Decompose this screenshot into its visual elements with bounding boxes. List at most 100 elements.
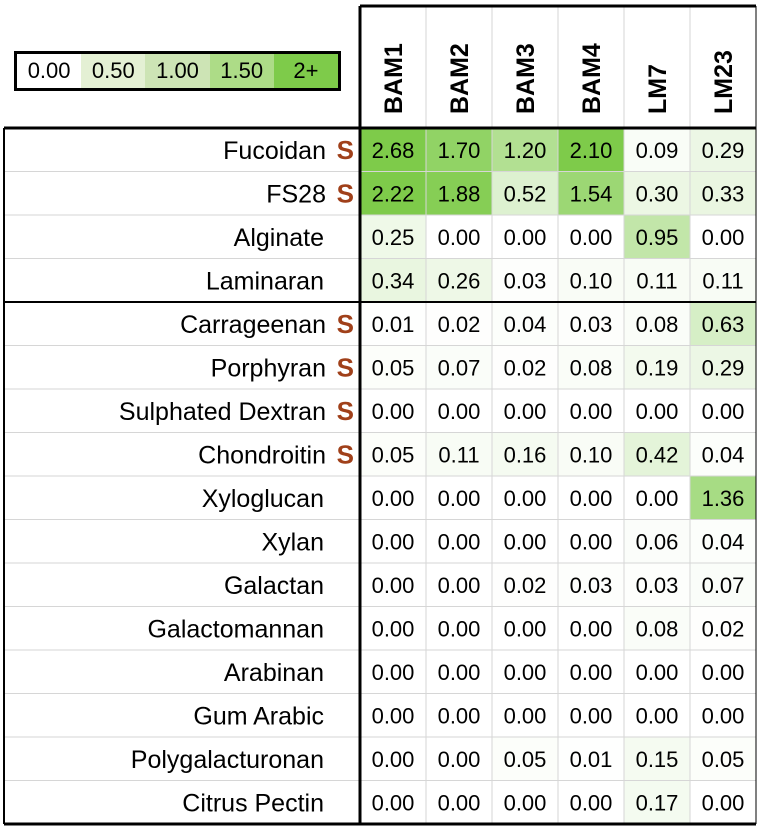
heatmap-cell (426, 215, 492, 259)
cell-value-label: 0.00 (570, 790, 613, 815)
row-label: Carrageenan (180, 311, 326, 339)
heatmap-cell (690, 563, 756, 607)
cell-value-label: 0.00 (570, 225, 613, 250)
heatmap-cell (426, 302, 492, 346)
heatmap-cell (624, 128, 690, 172)
column-header-label: LM23 (710, 50, 738, 114)
cell-value-label: 0.05 (504, 747, 547, 772)
heatmap-cell (426, 389, 492, 433)
heatmap-cell (558, 519, 624, 563)
heatmap-cell (690, 606, 756, 650)
heatmap-cell (426, 128, 492, 172)
heatmap-cell (492, 780, 558, 824)
cell-value-label: 0.08 (636, 616, 679, 641)
heatmap-cell (558, 215, 624, 259)
cell-value-label: 0.00 (372, 399, 415, 424)
heatmap-cell (690, 215, 756, 259)
heatmap-cell (492, 258, 558, 302)
heatmap-cell (690, 171, 756, 215)
cell-value-label: 0.00 (372, 703, 415, 728)
cell-value-label: 0.00 (702, 399, 745, 424)
heatmap-cell (426, 432, 492, 476)
cell-value-label: 0.11 (438, 442, 479, 467)
sulphate-marker: S (337, 352, 354, 382)
heatmap-cell (558, 302, 624, 346)
heatmap-cell (426, 606, 492, 650)
column-header-label: BAM1 (380, 43, 408, 114)
heatmap-cell (426, 737, 492, 781)
cell-value-label: 1.20 (504, 138, 547, 163)
cell-value-label: 2.68 (372, 138, 415, 163)
legend-swatch: 1.50 (209, 54, 274, 88)
heatmap-cell (360, 737, 426, 781)
heatmap-cell (492, 389, 558, 433)
heatmap-cell (690, 476, 756, 520)
cell-value-label: 0.16 (504, 442, 547, 467)
row-label: Alginate (234, 224, 324, 252)
cell-value-label: 0.00 (636, 660, 679, 685)
heatmap-cell (492, 519, 558, 563)
cell-value-label: 0.02 (504, 573, 547, 598)
cell-value-label: 1.36 (702, 486, 745, 511)
cell-value-label: 0.00 (438, 616, 481, 641)
heatmap-cell (426, 171, 492, 215)
cell-value-label: 0.00 (636, 399, 679, 424)
cell-value-label: 0.00 (702, 225, 745, 250)
heatmap-cell (360, 693, 426, 737)
heatmap-cell (690, 737, 756, 781)
column-header-label: BAM3 (512, 43, 540, 114)
cell-value-label: 0.00 (438, 747, 481, 772)
heatmap-cell (624, 171, 690, 215)
legend-swatch: 0.50 (81, 54, 146, 88)
row-label: Xylan (261, 528, 324, 556)
cell-value-label: 0.00 (702, 790, 745, 815)
heatmap-cell (426, 258, 492, 302)
heatmap-cell (624, 302, 690, 346)
sulphate-marker: S (337, 178, 354, 208)
cell-value-label: 0.00 (438, 660, 481, 685)
sulphate-marker: S (337, 135, 354, 165)
cell-value-label: 0.00 (570, 660, 613, 685)
heatmap-cell (690, 693, 756, 737)
heatmap-cell (558, 171, 624, 215)
heatmap-cell (360, 302, 426, 346)
cell-value-label: 0.04 (702, 529, 745, 554)
row-label: Porphyran (211, 354, 326, 382)
heatmap-cell (690, 432, 756, 476)
heatmap-cell (426, 650, 492, 694)
heatmap-cell (690, 650, 756, 694)
cell-value-label: 0.00 (438, 486, 481, 511)
cell-value-label: 0.00 (372, 790, 415, 815)
heatmap-cell (624, 519, 690, 563)
row-label: Sulphated Dextran (119, 398, 326, 426)
cell-value-label: 0.00 (438, 790, 481, 815)
cell-value-label: 0.00 (570, 529, 613, 554)
cell-value-label: 0.00 (504, 225, 547, 250)
heatmap-cell (690, 389, 756, 433)
cell-value-label: 0.29 (702, 355, 745, 380)
cell-value-label: 0.00 (438, 529, 481, 554)
cell-value-label: 0.11 (702, 268, 743, 293)
cell-value-label: 0.00 (504, 529, 547, 554)
heatmap-cell (426, 780, 492, 824)
row-label: Fucoidan (223, 137, 326, 165)
sulphate-marker: S (337, 396, 354, 426)
heatmap-cell (492, 606, 558, 650)
cell-value-label: 0.00 (372, 573, 415, 598)
heatmap-cell (360, 215, 426, 259)
cell-value-label: 0.00 (438, 573, 481, 598)
heatmap-cell (624, 345, 690, 389)
heatmap-cell (624, 389, 690, 433)
cell-value-label: 0.06 (636, 529, 679, 554)
heatmap-cell (492, 128, 558, 172)
cell-value-label: 0.00 (504, 486, 547, 511)
cell-value-label: 0.03 (636, 573, 679, 598)
cell-value-label: 0.00 (504, 790, 547, 815)
heatmap-cell (360, 606, 426, 650)
heatmap-cell (624, 476, 690, 520)
cell-value-label: 1.54 (570, 181, 613, 206)
cell-value-label: 0.00 (372, 529, 415, 554)
cell-value-label: 0.08 (636, 312, 679, 337)
row-label: Polygalacturonan (131, 746, 324, 774)
cell-value-label: 0.63 (702, 312, 745, 337)
